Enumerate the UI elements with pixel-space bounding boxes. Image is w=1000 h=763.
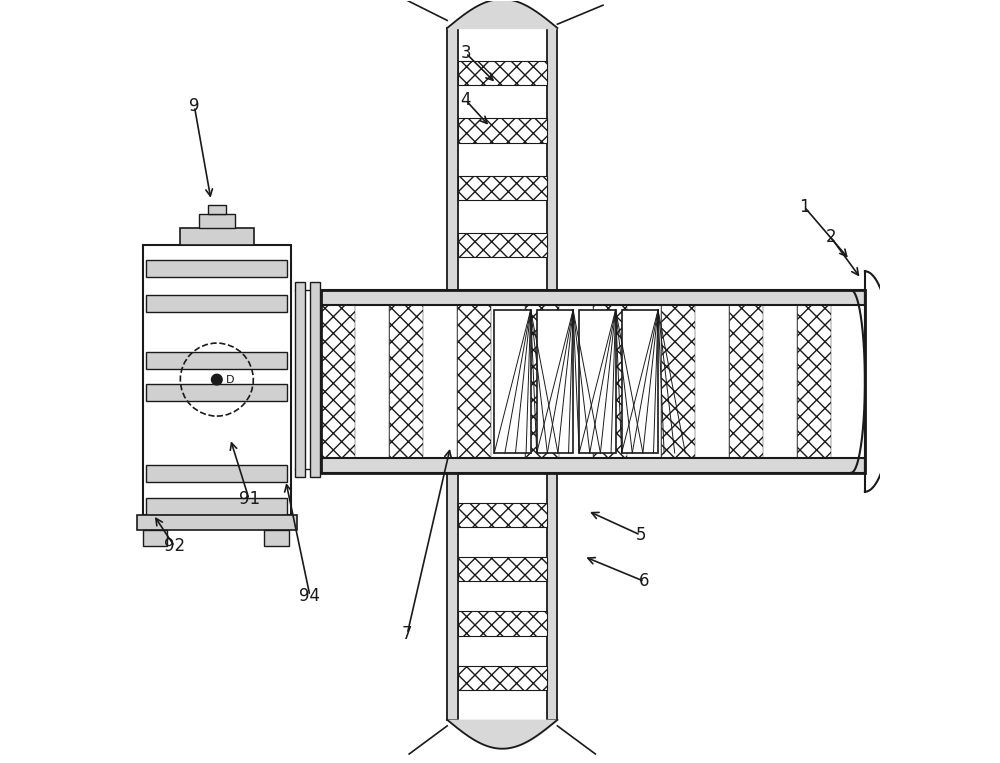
Text: 1: 1	[799, 198, 809, 216]
Bar	[355, 305, 389, 458]
Text: 7: 7	[402, 625, 413, 643]
Bar	[447, 473, 458, 720]
Bar	[525, 305, 559, 458]
Bar	[180, 228, 254, 245]
Bar	[146, 260, 287, 277]
Bar	[447, 28, 458, 290]
Bar	[146, 497, 287, 514]
Bar	[729, 305, 763, 458]
Text: 5: 5	[635, 526, 646, 544]
Bar	[146, 465, 287, 482]
Bar	[143, 245, 291, 514]
Bar	[559, 305, 593, 458]
Bar	[622, 310, 658, 453]
Bar	[458, 557, 547, 581]
Bar	[458, 611, 547, 636]
Bar	[321, 458, 865, 473]
Bar	[458, 233, 547, 257]
Bar	[491, 305, 525, 458]
Bar	[389, 305, 423, 458]
Text: 4: 4	[461, 92, 471, 109]
Bar	[321, 305, 355, 458]
Bar	[458, 61, 547, 85]
Bar	[831, 305, 865, 458]
Bar	[797, 305, 831, 458]
Bar	[457, 305, 491, 458]
Bar	[627, 305, 661, 458]
Text: 9: 9	[189, 98, 200, 115]
Bar	[143, 530, 167, 546]
Text: 92: 92	[164, 537, 185, 555]
Bar	[208, 205, 226, 214]
Bar	[763, 305, 797, 458]
Bar	[321, 290, 865, 473]
Bar	[494, 310, 531, 453]
Bar	[547, 473, 557, 720]
Bar	[547, 28, 557, 290]
Text: 2: 2	[825, 228, 836, 246]
Text: D: D	[226, 375, 235, 385]
Bar	[199, 214, 235, 228]
Text: 3: 3	[460, 44, 471, 62]
Bar	[458, 503, 547, 527]
Text: 91: 91	[239, 491, 260, 508]
Bar	[310, 282, 320, 477]
Circle shape	[211, 375, 222, 385]
Text: 6: 6	[639, 572, 650, 591]
Bar	[593, 305, 627, 458]
Bar	[146, 295, 287, 312]
Bar	[264, 530, 289, 546]
Bar	[458, 118, 547, 143]
Bar	[537, 310, 573, 453]
Bar	[661, 305, 695, 458]
Text: 94: 94	[299, 587, 320, 605]
Bar	[579, 310, 616, 453]
Bar	[321, 290, 865, 305]
Bar	[295, 282, 305, 477]
Bar	[423, 305, 457, 458]
Bar	[146, 352, 287, 369]
Bar	[458, 175, 547, 200]
Bar	[458, 665, 547, 690]
Bar	[146, 385, 287, 401]
Bar	[695, 305, 729, 458]
Bar	[137, 514, 297, 530]
